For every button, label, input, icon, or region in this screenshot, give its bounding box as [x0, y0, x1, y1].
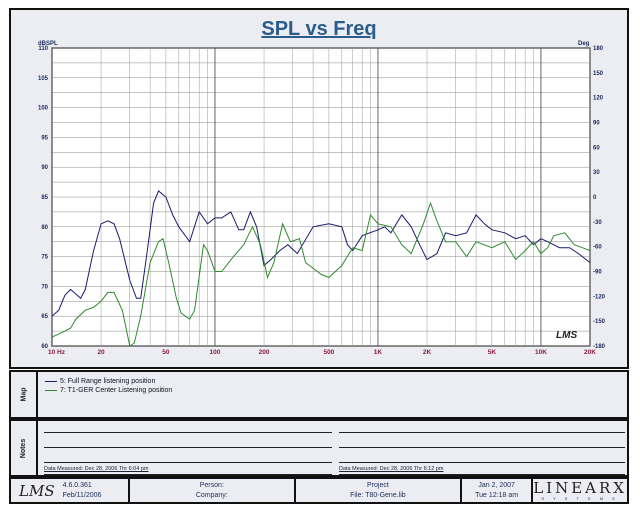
- lms-logo: LMS: [19, 481, 55, 500]
- note-line: [339, 474, 625, 475]
- brand: LINEARX: [533, 478, 627, 497]
- x-tick-label: 1K: [374, 349, 383, 356]
- y2-tick-label: -150: [593, 319, 606, 325]
- y2-tick-label: 60: [593, 145, 600, 151]
- legend-swatch: [45, 381, 57, 382]
- x-tick-label: 10 Hz: [48, 349, 66, 356]
- x-tick-label: 10K: [535, 349, 547, 356]
- person: Person:: [199, 481, 224, 489]
- lms-watermark: LMS: [556, 330, 577, 341]
- y2-tick-label: -30: [593, 220, 602, 226]
- note-line: [44, 462, 332, 463]
- spl-chart: 10 Hz 20 50 100 200 500 1K 2K 5K 10K 20K 110 105 100 9…: [38, 41, 606, 356]
- note-line: [339, 462, 625, 463]
- company: Company:: [195, 491, 228, 499]
- date-measured-left: Data Measured: Dec 28, 2006 Thr 6:04 pm: [44, 466, 149, 472]
- y-tick-label: 90: [41, 165, 48, 171]
- y2-tick-label: 90: [593, 121, 600, 127]
- y-tick-label: 65: [41, 314, 48, 320]
- x-tick-label: 5K: [488, 349, 497, 356]
- y2-tick-label: 0: [593, 195, 597, 201]
- y2-tick-label: 150: [593, 71, 604, 77]
- series-line: [51, 190, 591, 317]
- x-tick-label: 500: [323, 349, 334, 356]
- brand-sub: S Y S T E M S: [541, 495, 619, 501]
- x-tick-label: 200: [259, 349, 270, 356]
- legend-item: 7: T1-GER Center Listening position: [45, 387, 172, 394]
- y-tick-label: 100: [38, 106, 49, 112]
- x-tick-label: 20K: [584, 349, 596, 356]
- note-line: [339, 447, 625, 448]
- legend-swatch: [45, 390, 57, 391]
- y2-axis-label: Deg: [578, 41, 590, 47]
- linearx-logo: LINEARX S Y S T E M S: [533, 479, 627, 502]
- map-panel: Map 5: Full Range listening position 7: …: [9, 370, 629, 419]
- series-line: [51, 201, 591, 347]
- x-tick-label: 20: [97, 349, 105, 356]
- note-line: [44, 447, 332, 448]
- version: 4.6.0.361: [62, 481, 92, 489]
- chart-title: SPL vs Freq: [261, 18, 377, 40]
- footer-project-cell: Project File: T80-Gene.lib: [296, 479, 462, 502]
- y2-tick-label: -60: [593, 245, 602, 251]
- footer-version-cell: LMS 4.6.0.361 Feb/11/2006: [11, 479, 130, 502]
- notes-panel: Notes Data Measured: Dec 28, 2006 Thr 6:…: [9, 419, 629, 477]
- date: Jan 2, 2007: [478, 481, 515, 489]
- time: Tue 12:18 am: [475, 491, 519, 499]
- footer-person-cell: Person: Company:: [130, 479, 296, 502]
- y2-tick-label: 120: [593, 96, 604, 102]
- chart-panel: SPL vs Freq 10 Hz 20 50 100 200 500 1K 2K 5K 10K 2…: [9, 8, 629, 369]
- footer-date-cell: Jan 2, 2007 Tue 12:18 am: [462, 479, 534, 502]
- y2-tick-label: 30: [593, 170, 600, 176]
- notes-side-label: Notes: [11, 421, 38, 475]
- y-tick-label: 85: [41, 195, 48, 201]
- x-tick-label: 50: [162, 349, 170, 356]
- x-tick-label: 100: [210, 349, 221, 356]
- y2-tick-label: -120: [593, 294, 606, 300]
- y-tick-label: 105: [38, 76, 49, 82]
- note-line: [339, 432, 625, 433]
- x-tick-label: 2K: [423, 349, 432, 356]
- y-tick-label: 75: [41, 255, 48, 261]
- file: File: T80-Gene.lib: [350, 491, 406, 499]
- y2-tick-label: -90: [593, 270, 602, 276]
- date-measured-right: Data Measured: Dec 28, 2006 Thr 6:12 pm: [339, 466, 444, 472]
- y-tick-label: 95: [41, 135, 48, 141]
- y-tick-label: 80: [41, 225, 48, 231]
- project: Project: [367, 481, 389, 489]
- note-line: [44, 432, 332, 433]
- y-tick-label: 70: [41, 284, 48, 290]
- footer: LMS 4.6.0.361 Feb/11/2006 Person: Company:…: [9, 477, 629, 504]
- y-tick-label: 110: [38, 46, 48, 52]
- y-tick-label: 60: [41, 344, 48, 350]
- note-line: [44, 474, 332, 475]
- y-axis-label: dBSPL: [38, 41, 58, 47]
- build-date: Feb/11/2006: [62, 491, 102, 499]
- map-side-label: Map: [11, 372, 38, 417]
- legend-item: 5: Full Range listening position: [45, 378, 155, 385]
- y2-tick-label: 180: [593, 46, 604, 52]
- y2-tick-label: -180: [593, 344, 606, 350]
